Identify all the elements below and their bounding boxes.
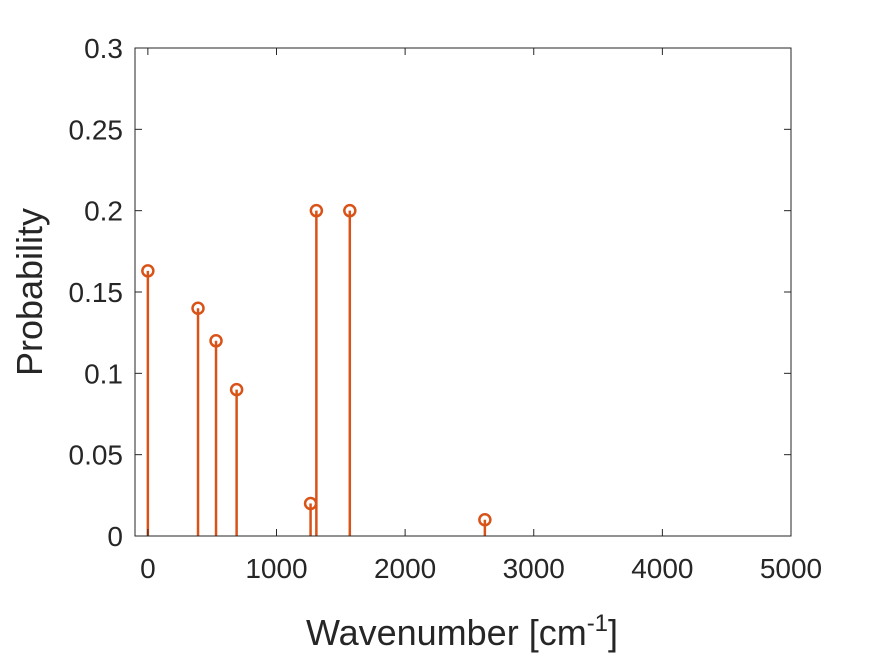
stem-marker-6	[309, 203, 324, 218]
stem-marker-4	[229, 382, 244, 397]
x-axis-label: Wavenumber [cm-1]	[306, 610, 618, 653]
x-axis-ticks: 0 1000 2000 3000 4000 5000	[140, 48, 822, 584]
plot-area	[135, 48, 791, 536]
stem-marker-1	[141, 264, 155, 278]
y-tick-label: 0.1	[84, 358, 123, 389]
x-tick-label: 5000	[760, 553, 822, 584]
y-tick-label: 0.05	[69, 440, 124, 471]
stem-marker-8	[478, 512, 492, 527]
x-axis-label-main: Wavenumber [cm	[306, 612, 587, 653]
x-tick-label: 1000	[245, 553, 307, 584]
stem-series	[141, 203, 492, 536]
stem-marker-7	[343, 203, 357, 218]
y-axis-label: Probability	[9, 208, 50, 376]
stem-marker-2	[191, 301, 205, 316]
y-tick-label: 0	[107, 521, 123, 552]
y-tick-label: 0.3	[84, 33, 123, 64]
x-axis-label-superscript: -1	[587, 610, 608, 637]
y-tick-label: 0.25	[69, 114, 124, 145]
x-axis-label-suffix: ]	[608, 612, 618, 653]
x-tick-label: 3000	[503, 553, 565, 584]
x-tick-label: 2000	[374, 553, 436, 584]
y-tick-label: 0.15	[69, 277, 124, 308]
y-axis-ticks: 0 0.05 0.1 0.15 0.2 0.25 0.3	[69, 33, 791, 552]
y-tick-label: 0.2	[84, 196, 123, 227]
x-tick-label: 0	[140, 553, 156, 584]
stem-marker-3	[209, 334, 223, 348]
x-tick-label: 4000	[631, 553, 693, 584]
